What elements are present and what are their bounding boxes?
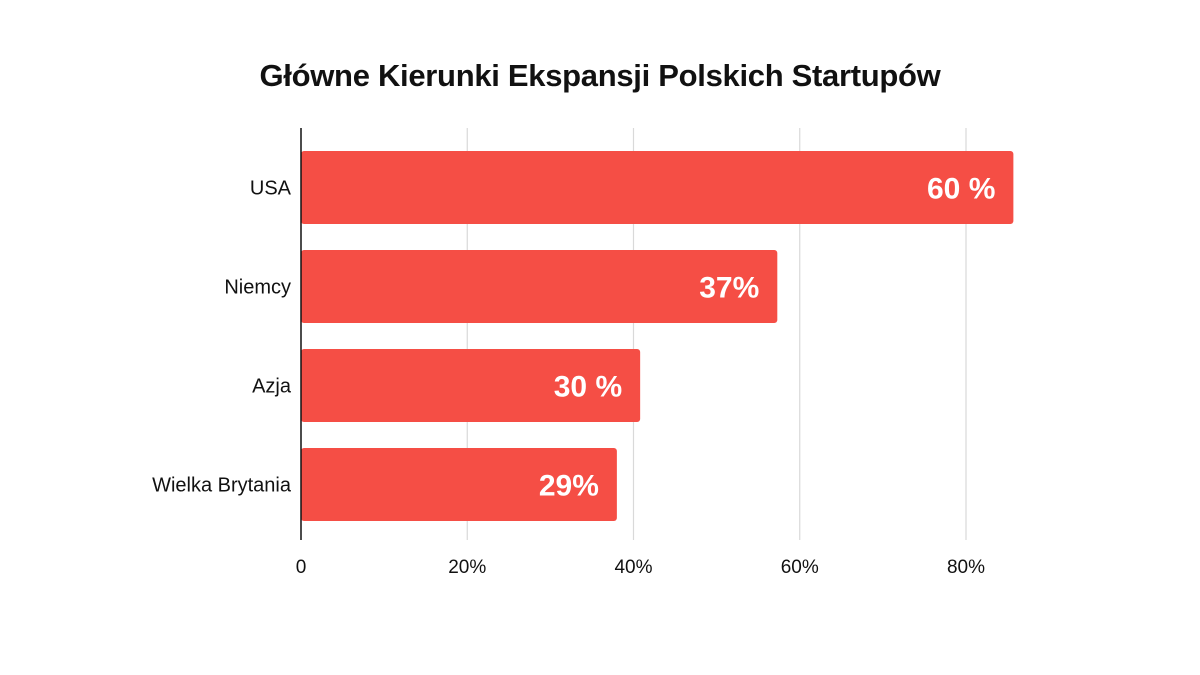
x-tick-label: 40% xyxy=(614,557,652,578)
bar-wielka-brytania xyxy=(301,448,617,521)
chart-title: Główne Kierunki Ekspansji Polskich Start… xyxy=(259,58,941,93)
x-tick-label: 20% xyxy=(448,557,486,578)
data-label: 29% xyxy=(539,470,599,503)
category-label: Azja xyxy=(252,376,292,398)
x-tick-label: 80% xyxy=(947,557,985,578)
data-label: 60 % xyxy=(927,173,995,206)
category-label: Niemcy xyxy=(224,277,291,299)
x-tick-label: 60% xyxy=(781,557,819,578)
data-label: 37% xyxy=(699,272,759,305)
bar-azja xyxy=(301,349,641,422)
bar-usa xyxy=(301,151,1014,224)
bar-niemcy xyxy=(301,250,778,323)
x-tick-label: 0 xyxy=(296,557,307,578)
category-label: USA xyxy=(250,178,292,200)
category-label: Wielka Brytania xyxy=(152,475,292,497)
data-label: 30 % xyxy=(554,371,622,404)
